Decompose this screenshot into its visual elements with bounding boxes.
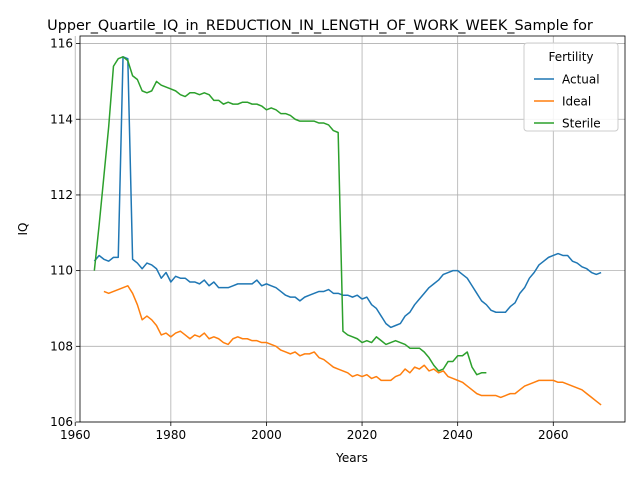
y-tick-label: 116: [50, 37, 73, 51]
legend-label-ideal: Ideal: [562, 95, 591, 109]
series-line-ideal: [103, 285, 602, 406]
x-tick-label: 1960: [60, 428, 91, 442]
legend-box: [523, 42, 619, 132]
series-line-actual: [93, 56, 602, 329]
x-axis-label: Years: [335, 451, 368, 465]
x-tick-label: 2040: [442, 428, 473, 442]
legend-label-sterile: Sterile: [562, 117, 601, 131]
series-line-sterile: [93, 56, 487, 376]
x-tick-label: 1980: [156, 428, 187, 442]
y-tick-label: 114: [50, 112, 73, 126]
series-lines: [93, 56, 602, 406]
y-tick-label: 106: [50, 415, 73, 429]
legend: Fertility Actual Ideal Sterile: [523, 42, 619, 132]
legend-entries: Actual Ideal Sterile: [534, 73, 601, 131]
legend-label-actual: Actual: [562, 73, 600, 87]
plot-frame: [79, 35, 626, 423]
x-tick-label: 2000: [251, 428, 282, 442]
y-axis-label: IQ: [16, 223, 30, 236]
chart-title: Upper_Quartile_IQ_in_REDUCTION_IN_LENGTH…: [47, 18, 593, 34]
x-tick-label: 2060: [538, 428, 569, 442]
legend-title: Fertility: [548, 50, 593, 64]
x-tick-label: 2020: [347, 428, 378, 442]
y-tick-label: 110: [50, 264, 73, 278]
axis-ticks: 1960 1980 2000 2020 2040 2060 106 108 110 112 114 1…: [50, 37, 568, 442]
y-tick-label: 112: [50, 188, 73, 202]
y-tick-label: 108: [50, 339, 73, 353]
